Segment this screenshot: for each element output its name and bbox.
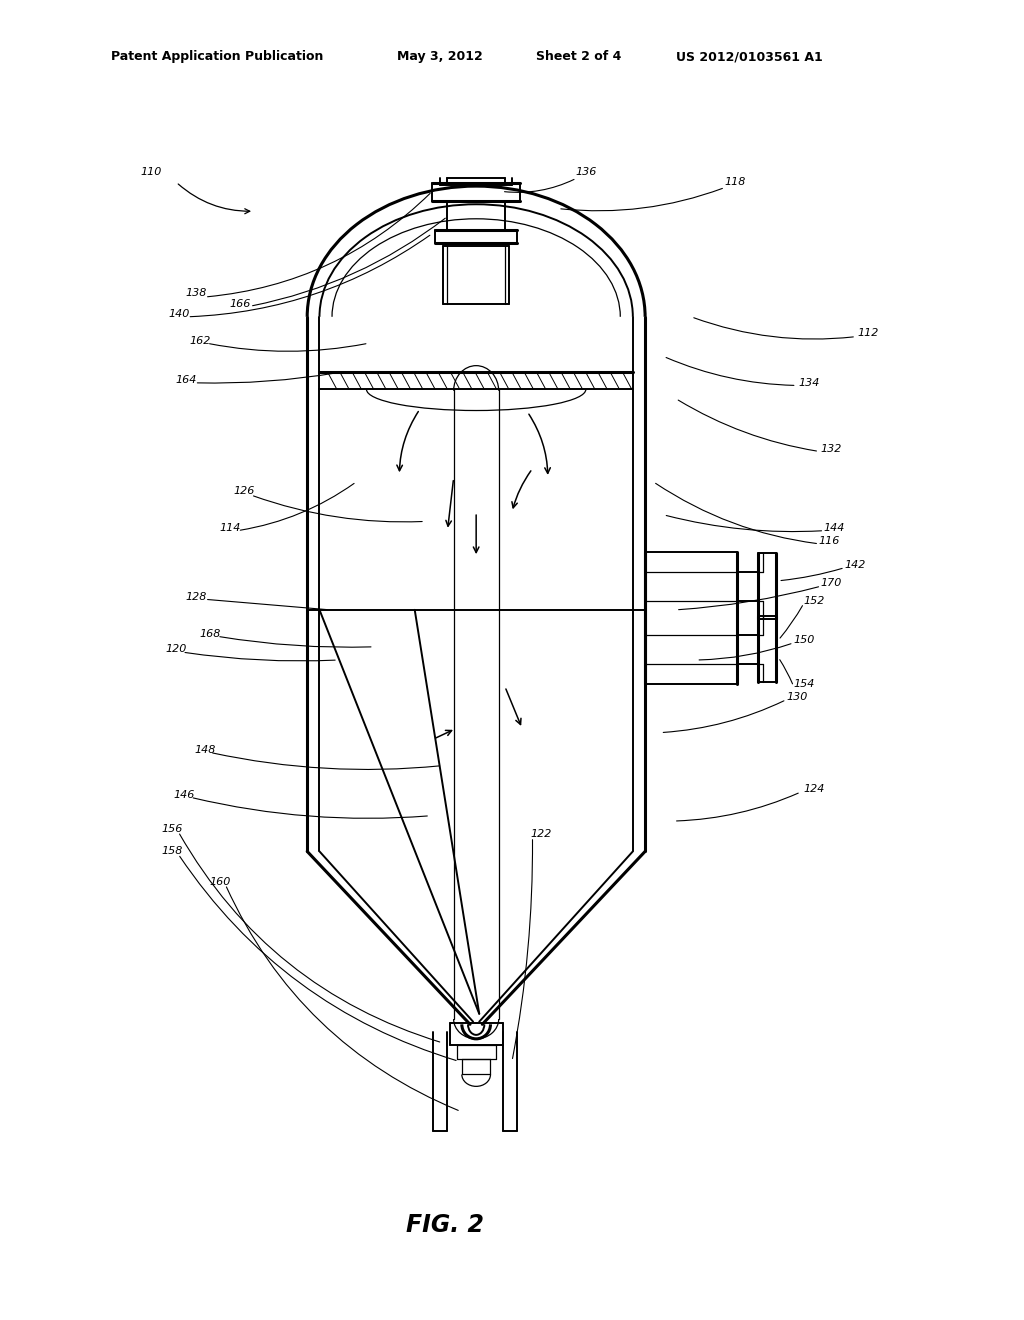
- Text: 136: 136: [575, 166, 596, 177]
- Text: 130: 130: [786, 692, 807, 702]
- Text: 146: 146: [174, 789, 195, 800]
- Text: 156: 156: [162, 824, 182, 834]
- Text: 134: 134: [799, 378, 819, 388]
- Text: 120: 120: [166, 644, 186, 655]
- Text: 118: 118: [725, 177, 745, 187]
- Text: 116: 116: [819, 536, 840, 546]
- Text: 110: 110: [141, 166, 162, 177]
- Text: 144: 144: [824, 523, 845, 533]
- Text: 152: 152: [804, 595, 824, 606]
- Text: 128: 128: [186, 591, 207, 602]
- Text: 126: 126: [233, 486, 254, 496]
- Text: Patent Application Publication: Patent Application Publication: [111, 50, 323, 63]
- Text: 148: 148: [195, 744, 215, 755]
- Text: 138: 138: [186, 288, 207, 298]
- Text: 162: 162: [189, 335, 210, 346]
- Text: 164: 164: [176, 375, 197, 385]
- Text: 124: 124: [804, 784, 824, 795]
- Text: Sheet 2 of 4: Sheet 2 of 4: [536, 50, 621, 63]
- Text: 154: 154: [794, 678, 814, 689]
- Text: 158: 158: [162, 846, 182, 857]
- Text: 112: 112: [858, 327, 879, 338]
- Text: 114: 114: [220, 523, 241, 533]
- Text: 122: 122: [530, 829, 551, 840]
- Text: 160: 160: [210, 876, 230, 887]
- Text: US 2012/0103561 A1: US 2012/0103561 A1: [676, 50, 822, 63]
- Text: 140: 140: [169, 309, 189, 319]
- Text: 166: 166: [230, 298, 251, 309]
- Text: 150: 150: [794, 635, 814, 645]
- Text: FIG. 2: FIG. 2: [407, 1213, 484, 1237]
- Text: 132: 132: [821, 444, 842, 454]
- Text: 142: 142: [845, 560, 865, 570]
- Text: 170: 170: [821, 578, 842, 589]
- Text: 168: 168: [200, 628, 220, 639]
- Text: May 3, 2012: May 3, 2012: [397, 50, 483, 63]
